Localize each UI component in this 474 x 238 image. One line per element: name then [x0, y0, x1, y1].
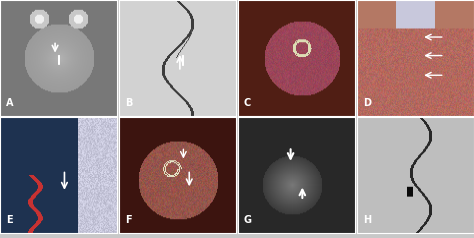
- Text: C: C: [244, 98, 251, 108]
- Text: B: B: [125, 98, 132, 108]
- Text: D: D: [363, 98, 371, 108]
- Text: A: A: [6, 98, 13, 108]
- Text: H: H: [363, 215, 371, 225]
- Text: E: E: [6, 215, 12, 225]
- Text: G: G: [244, 215, 252, 225]
- Text: F: F: [125, 215, 131, 225]
